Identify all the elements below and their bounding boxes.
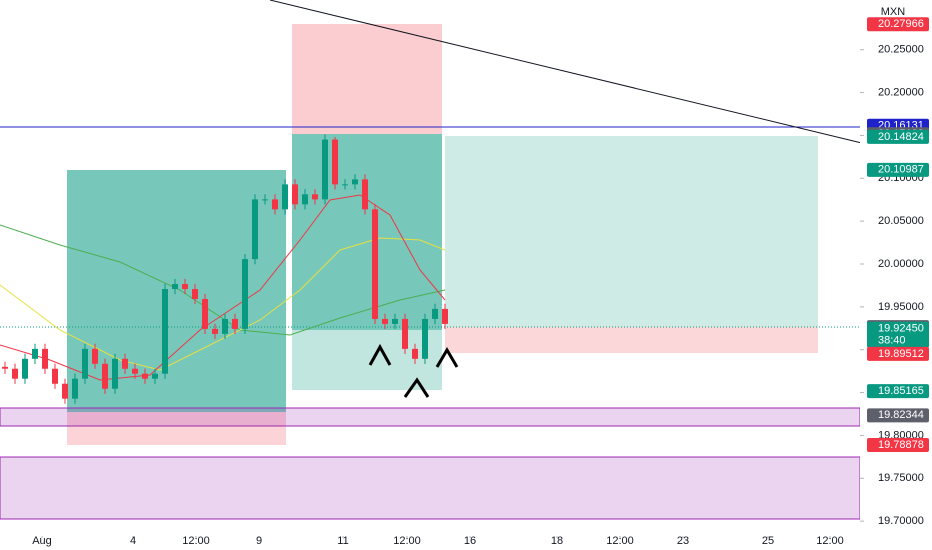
candle-body (412, 348, 418, 359)
x-tick-label: 4 (130, 535, 136, 547)
candle-body (12, 368, 18, 379)
candle-body (422, 318, 428, 359)
candle-body (292, 184, 298, 205)
candle-body (272, 199, 278, 210)
short-position-loss (292, 24, 442, 134)
drawings (0, 0, 871, 520)
candle-body (62, 383, 68, 399)
price-tag (867, 129, 929, 144)
candle-body (172, 284, 178, 290)
candle-body (342, 184, 348, 186)
candle-body (312, 194, 318, 200)
x-tick-label: 16 (464, 535, 476, 547)
countdown: 38:40 (878, 335, 906, 347)
zone (0, 456, 861, 520)
price-tag (867, 384, 929, 399)
candle-body (392, 318, 398, 324)
axes: 19.7000019.7500019.8000019.8500019.90000… (32, 0, 932, 550)
price-tag (867, 408, 929, 423)
x-tick-label: 11 (337, 535, 348, 547)
long-position-loss (67, 412, 286, 445)
candle-body (52, 368, 58, 384)
y-tick-label: 20.25000 (878, 44, 924, 56)
y-tick-label: 19.75000 (878, 472, 924, 484)
candle-body (182, 284, 188, 290)
candles (2, 134, 448, 404)
trend-line (269, 0, 871, 146)
candle-body (322, 139, 328, 200)
y-tick-label: 19.70000 (878, 515, 924, 527)
candle-body (332, 139, 338, 185)
candle-body (282, 184, 288, 210)
price-tag-label: 19.85165 (878, 385, 924, 397)
candle-body (152, 373, 158, 379)
price-axis (860, 0, 932, 550)
candle-body (302, 194, 308, 205)
candle-body (142, 373, 148, 379)
price-tag-label: 19.89512 (878, 348, 924, 360)
candle-body (352, 179, 358, 185)
zone (0, 407, 861, 427)
x-tick-label: 12:00 (182, 535, 210, 547)
x-tick-label: 12:00 (606, 535, 634, 547)
price-tag-label: 20.27966 (878, 18, 924, 30)
candle-body (22, 358, 28, 379)
candle-body (122, 358, 128, 369)
x-tick-label: 18 (551, 535, 563, 547)
price-tag (867, 162, 929, 177)
candle-body (262, 199, 268, 201)
y-tick-label: 20.00000 (878, 258, 924, 270)
candle-body (252, 199, 258, 260)
candle-body (232, 318, 238, 329)
candle-body (202, 298, 208, 329)
price-tag (867, 321, 929, 348)
x-tick-label: 25 (762, 535, 774, 547)
short-position-profit (292, 134, 442, 330)
candle-body (132, 368, 138, 374)
candle-body (442, 308, 448, 324)
price-tag-label: 20.14824 (878, 131, 924, 143)
x-tick-label: 9 (256, 535, 262, 547)
candle-body (402, 318, 408, 349)
price-tag-label: 19.82344 (878, 409, 924, 421)
candle-body (92, 348, 98, 364)
candle-body (2, 366, 8, 369)
candle-body (72, 378, 78, 399)
candle-body (82, 348, 88, 379)
candle-body (42, 348, 48, 369)
price-tag-label: 19.92450 (878, 323, 924, 335)
currency-label: MXN (881, 6, 906, 18)
price-tag (867, 438, 929, 453)
candle-body (162, 289, 168, 374)
long-position-loss (445, 327, 818, 353)
candle-body (362, 179, 368, 210)
candle-body (372, 209, 378, 319)
annotation-arrows (368, 343, 459, 398)
x-tick-label: 12:00 (816, 535, 844, 547)
candle-body (102, 363, 108, 389)
candle-body (222, 318, 228, 334)
y-tick-label: 20.05000 (878, 215, 924, 227)
candle-body (212, 328, 218, 334)
candle-body (242, 259, 248, 329)
y-tick-label: 19.95000 (878, 301, 924, 313)
moving-average (0, 237, 446, 371)
y-tick-label: 20.20000 (878, 86, 924, 98)
x-tick-label: 12:00 (393, 535, 421, 547)
price-tag (867, 17, 929, 32)
candle-body (192, 289, 198, 299)
moving-average (0, 194, 446, 381)
candle-body (32, 348, 38, 359)
x-tick-label: Aug (32, 535, 52, 547)
x-tick-label: 23 (677, 535, 689, 547)
candle-body (432, 308, 438, 319)
candle-body (382, 318, 388, 324)
candle-body (112, 358, 118, 389)
long-position-profit (445, 136, 818, 327)
price-tag-label: 19.78878 (878, 439, 924, 451)
price-tag (867, 346, 929, 361)
price-tag-label: 20.10987 (878, 164, 924, 176)
short-position-profit-ext (292, 330, 442, 390)
